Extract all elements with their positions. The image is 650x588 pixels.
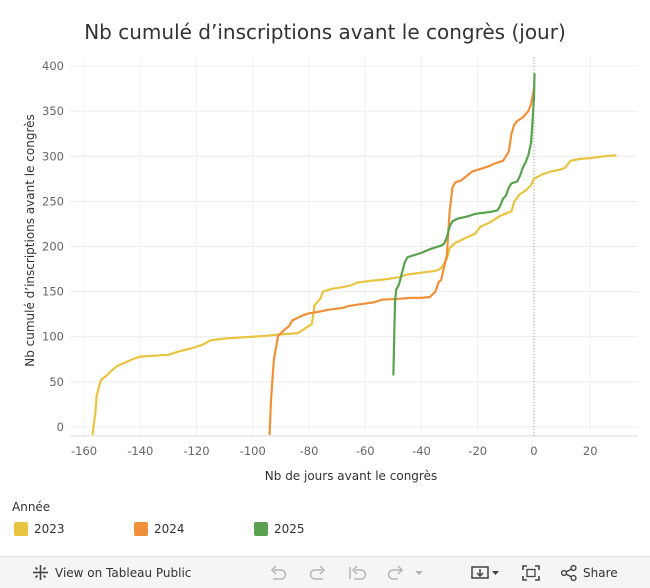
legend-label-2024: 2024 [154, 522, 185, 536]
legend-swatch-2025 [254, 522, 268, 536]
series-line-2023 [91, 154, 617, 436]
y-tick-label: 200 [42, 240, 64, 254]
y-tick-label: 50 [49, 375, 64, 389]
tableau-toolbar: View on Tableau Public Share [0, 556, 650, 588]
x-tick-label: -40 [412, 444, 431, 458]
refresh-icon [386, 564, 406, 582]
legend-label-2025: 2025 [274, 522, 305, 536]
x-tick-label: 20 [583, 444, 598, 458]
series-line-2024 [268, 87, 536, 436]
chart-title: Nb cumulé d’inscriptions avant le congrè… [84, 20, 566, 44]
download-button[interactable] [470, 557, 502, 588]
x-tick-label: -100 [240, 444, 266, 458]
download-icon [470, 564, 502, 582]
chevron-down-icon [414, 569, 424, 577]
redo-button[interactable] [308, 557, 328, 588]
fullscreen-button[interactable] [521, 557, 541, 588]
view-on-tableau-button[interactable]: View on Tableau Public [32, 557, 191, 588]
refresh-button[interactable] [386, 557, 406, 588]
legend-item-2025[interactable]: 2025 [254, 522, 305, 536]
undo-button[interactable] [268, 557, 288, 588]
revert-button[interactable] [347, 557, 369, 588]
share-label: Share [583, 565, 618, 580]
redo-icon [308, 564, 328, 582]
series-line-2025 [392, 73, 536, 376]
legend-title: Année [12, 500, 51, 514]
y-tick-label: 300 [42, 149, 64, 163]
y-tick-label: 0 [57, 420, 64, 434]
legend-items: 2023 2024 2025 [12, 522, 632, 542]
y-tick-label: 400 [42, 59, 64, 73]
x-tick-label: -60 [356, 444, 375, 458]
legend-item-2023[interactable]: 2023 [14, 522, 65, 536]
y-tick-label: 100 [42, 330, 64, 344]
legend-label-2023: 2023 [34, 522, 65, 536]
view-on-tableau-label: View on Tableau Public [55, 565, 192, 580]
y-axis-title: Nb cumulé d’inscriptions avant le congrè… [23, 114, 37, 367]
fullscreen-icon [521, 564, 541, 582]
legend-swatch-2024 [134, 522, 148, 536]
x-tick-label: -20 [468, 444, 487, 458]
revert-icon [347, 564, 369, 582]
x-tick-label: -120 [183, 444, 209, 458]
y-tick-label: 250 [42, 194, 64, 208]
legend-item-2024[interactable]: 2024 [134, 522, 185, 536]
x-tick-label: -140 [127, 444, 153, 458]
x-axis-title: Nb de jours avant le congrès [265, 469, 437, 483]
refresh-options-dropdown[interactable] [414, 557, 424, 588]
x-tick-label: 0 [530, 444, 537, 458]
y-tick-label: 350 [42, 104, 64, 118]
share-button[interactable]: Share [560, 557, 618, 588]
legend: Année 2023 2024 2025 [12, 500, 632, 542]
x-tick-label: -160 [71, 444, 97, 458]
tableau-logo-icon [32, 564, 49, 581]
undo-icon [268, 564, 288, 582]
share-icon [560, 564, 578, 582]
x-tick-label: -80 [300, 444, 319, 458]
y-tick-label: 150 [42, 285, 64, 299]
legend-swatch-2023 [14, 522, 28, 536]
